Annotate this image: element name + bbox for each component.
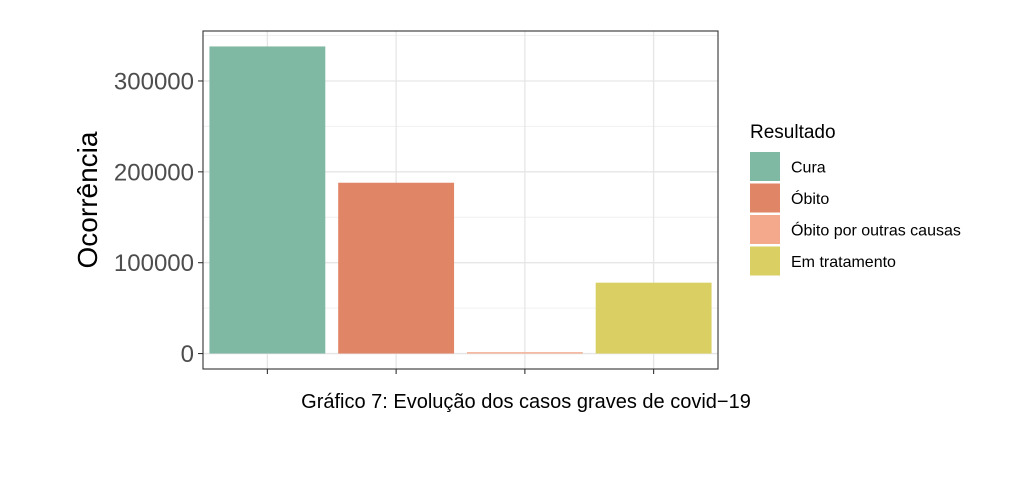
y-axis: 0 100000 200000 300000 xyxy=(114,68,655,374)
plot-border xyxy=(202,30,719,370)
bar-0 xyxy=(209,46,326,354)
y-tick-label: 300000 xyxy=(114,68,194,95)
bar-3 xyxy=(595,282,712,354)
legend-title: Resultado xyxy=(750,122,836,143)
legend-key-1 xyxy=(750,183,780,213)
legend-label-0: Cura xyxy=(791,160,826,177)
bar-2 xyxy=(466,352,583,354)
legend-key-3 xyxy=(750,246,780,276)
legend-label-1: Óbito xyxy=(791,189,829,208)
plot-area xyxy=(202,30,719,370)
legend-key-0 xyxy=(750,152,780,181)
y-tick-label: 100000 xyxy=(114,250,194,277)
legend-label-2: Óbito por outras causas xyxy=(791,221,961,240)
legend-label-3: Em tratamento xyxy=(791,254,896,271)
y-tick-label: 0 xyxy=(181,341,194,368)
y-tick-label: 200000 xyxy=(114,159,194,186)
legend: Resultado Cura Óbito Óbito por outras caus… xyxy=(750,122,961,276)
y-axis-title: Ocorrência xyxy=(72,131,103,268)
bar-1 xyxy=(338,182,455,354)
chart-caption: Gráfico 7: Evolução dos casos graves de … xyxy=(301,391,751,413)
legend-key-2 xyxy=(750,215,780,244)
